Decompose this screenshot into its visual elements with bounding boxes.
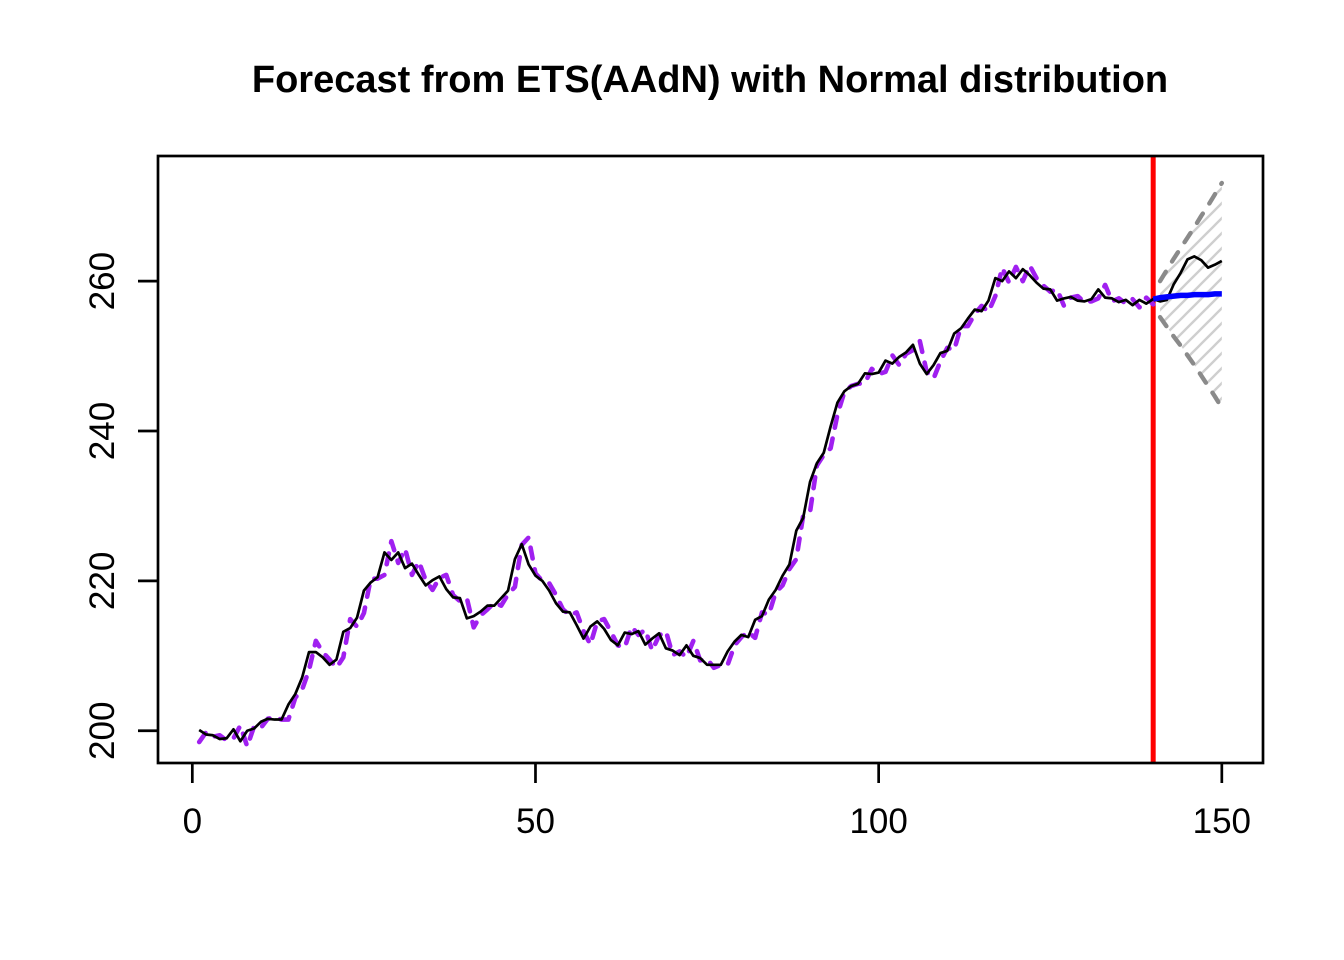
x-tick-label: 0 xyxy=(183,802,202,841)
lower-interval-line xyxy=(1157,314,1225,410)
point-forecast-line xyxy=(1152,291,1222,302)
x-tick-label: 50 xyxy=(516,802,555,841)
x-axis: 0 50 100 150 xyxy=(183,763,1251,841)
chart-series xyxy=(196,156,1225,763)
actuals-line xyxy=(198,255,1223,743)
axes: 0 50 100 150 200 220 240 260 xyxy=(83,154,1265,841)
y-axis: 200 220 240 260 xyxy=(83,252,158,760)
y-tick-label: 220 xyxy=(83,552,122,610)
y-tick-label: 260 xyxy=(83,252,122,310)
x-tick-label: 150 xyxy=(1193,802,1251,841)
upper-interval-line xyxy=(1157,180,1225,284)
y-tick-label: 240 xyxy=(83,402,122,460)
x-tick-label: 100 xyxy=(849,802,907,841)
y-tick-label: 200 xyxy=(83,702,122,760)
chart-title: Forecast from ETS(AAdN) with Normal dist… xyxy=(252,59,1168,101)
fitted-line xyxy=(196,263,1156,749)
plot-frame xyxy=(156,154,1265,765)
